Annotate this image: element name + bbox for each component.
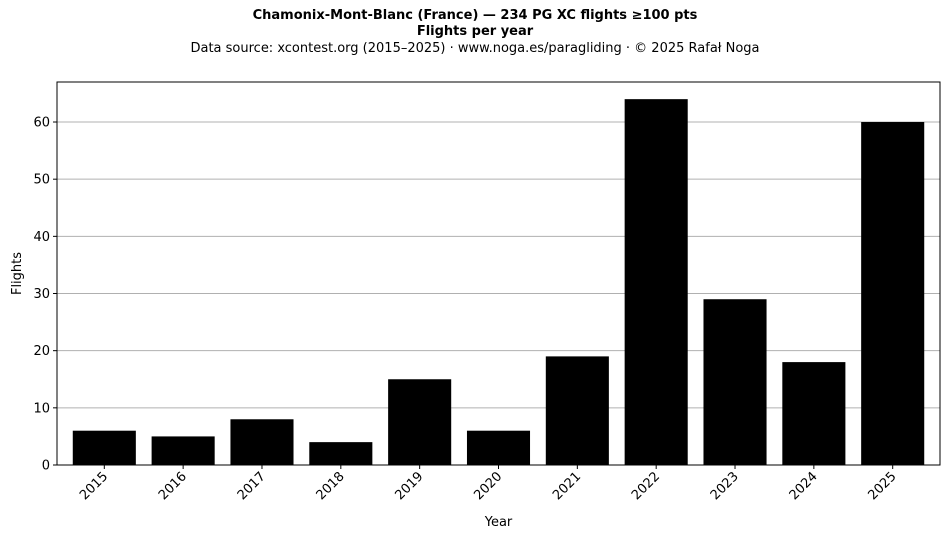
x-tick-label: 2024 xyxy=(787,469,821,503)
y-tick-label: 50 xyxy=(33,173,50,188)
y-tick-label: 30 xyxy=(33,287,50,302)
bar-2023 xyxy=(703,299,767,465)
bar-2024 xyxy=(782,362,846,465)
x-tick-label: 2022 xyxy=(629,469,663,503)
grid-lines xyxy=(57,121,940,409)
x-tick-label: 2018 xyxy=(314,469,348,503)
x-axis-label: Year xyxy=(484,515,513,530)
x-tick-label: 2016 xyxy=(156,469,190,503)
chart-source: Data source: xcontest.org (2015–2025) · … xyxy=(190,41,760,56)
chart-title: Chamonix-Mont-Blanc (France) — 234 PG XC… xyxy=(252,8,698,23)
bar-2018 xyxy=(309,442,373,465)
bar-2020 xyxy=(466,430,531,465)
bar-2019 xyxy=(388,379,452,465)
y-axis: 0 10 20 30 40 50 60 xyxy=(33,116,57,474)
y-tick-label: 60 xyxy=(33,116,50,131)
y-tick-label: 40 xyxy=(33,230,50,245)
chart-titles: Chamonix-Mont-Blanc (France) — 234 PG XC… xyxy=(0,8,950,58)
bar-2025 xyxy=(861,122,925,465)
x-tick-label: 2020 xyxy=(471,469,505,503)
y-tick-label: 0 xyxy=(42,459,50,474)
y-tick-label: 10 xyxy=(33,401,50,416)
x-axis: 2015 2016 2017 2018 2019 2020 2021 2022 2023 2024… xyxy=(77,465,900,503)
x-tick-label: 2025 xyxy=(866,469,900,503)
x-tick-label: 2019 xyxy=(392,469,426,503)
bar-2017 xyxy=(230,419,294,465)
chart-subtitle: Flights per year xyxy=(416,24,534,39)
bar-2022 xyxy=(624,99,688,465)
y-tick-label: 20 xyxy=(33,344,50,359)
bar-2016 xyxy=(151,436,215,465)
bars xyxy=(72,99,925,465)
y-axis-label: Flights xyxy=(10,252,25,295)
x-tick-label: 2015 xyxy=(77,469,111,503)
x-tick-label: 2023 xyxy=(708,469,742,503)
x-tick-label: 2017 xyxy=(235,469,269,503)
x-tick-label: 2021 xyxy=(550,469,584,503)
bar-2015 xyxy=(72,430,136,465)
bar-2021 xyxy=(545,356,609,465)
